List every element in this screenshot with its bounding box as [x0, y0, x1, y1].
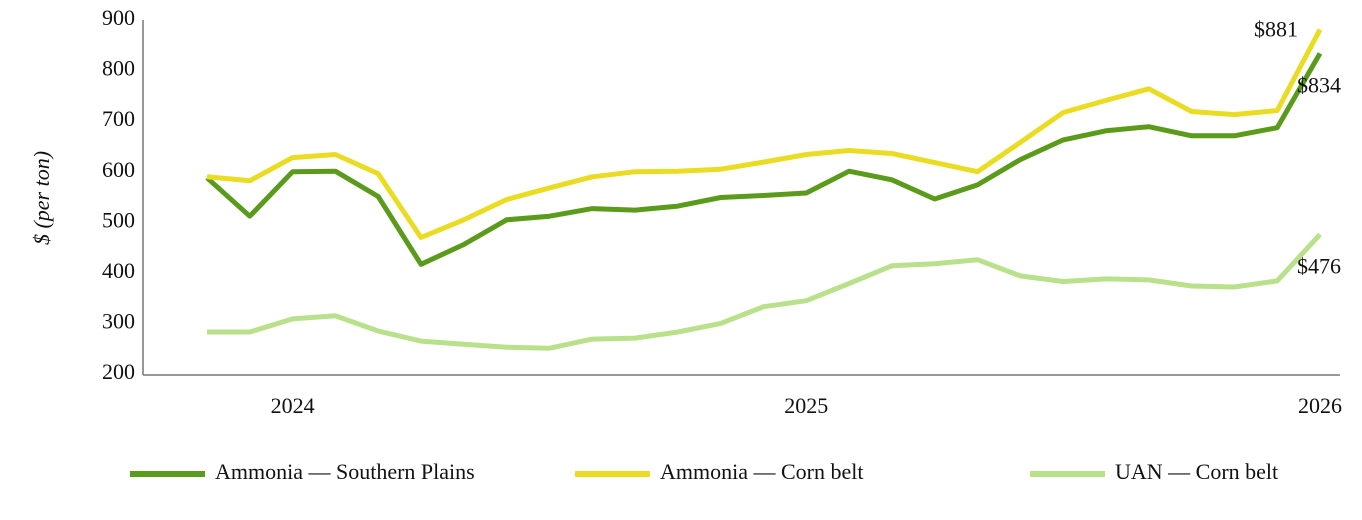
data-label: $881: [1254, 17, 1298, 42]
series-line: [207, 232, 1322, 351]
data-label: $476: [1297, 253, 1341, 278]
x-tick-label: 2024: [271, 393, 315, 418]
y-tick-label: 800: [102, 56, 135, 81]
series-line: [206, 28, 1323, 240]
data-label: $834: [1297, 72, 1341, 97]
series-line: [205, 52, 1323, 267]
legend-label: Ammonia — Southern Plains: [215, 459, 475, 484]
y-axis-label: $ (per ton): [29, 151, 54, 245]
y-tick-label: 900: [102, 5, 135, 30]
y-tick-label: 200: [102, 359, 135, 384]
y-tick-label: 500: [102, 207, 135, 232]
x-tick-label: 2026: [1298, 393, 1342, 418]
legend-label: UAN — Corn belt: [1115, 459, 1278, 484]
legend-label: Ammonia — Corn belt: [660, 459, 863, 484]
x-tick-label: 2025: [784, 393, 828, 418]
y-tick-label: 600: [102, 157, 135, 182]
y-tick-label: 700: [102, 106, 135, 131]
y-tick-label: 300: [102, 308, 135, 333]
y-tick-label: 400: [102, 258, 135, 283]
